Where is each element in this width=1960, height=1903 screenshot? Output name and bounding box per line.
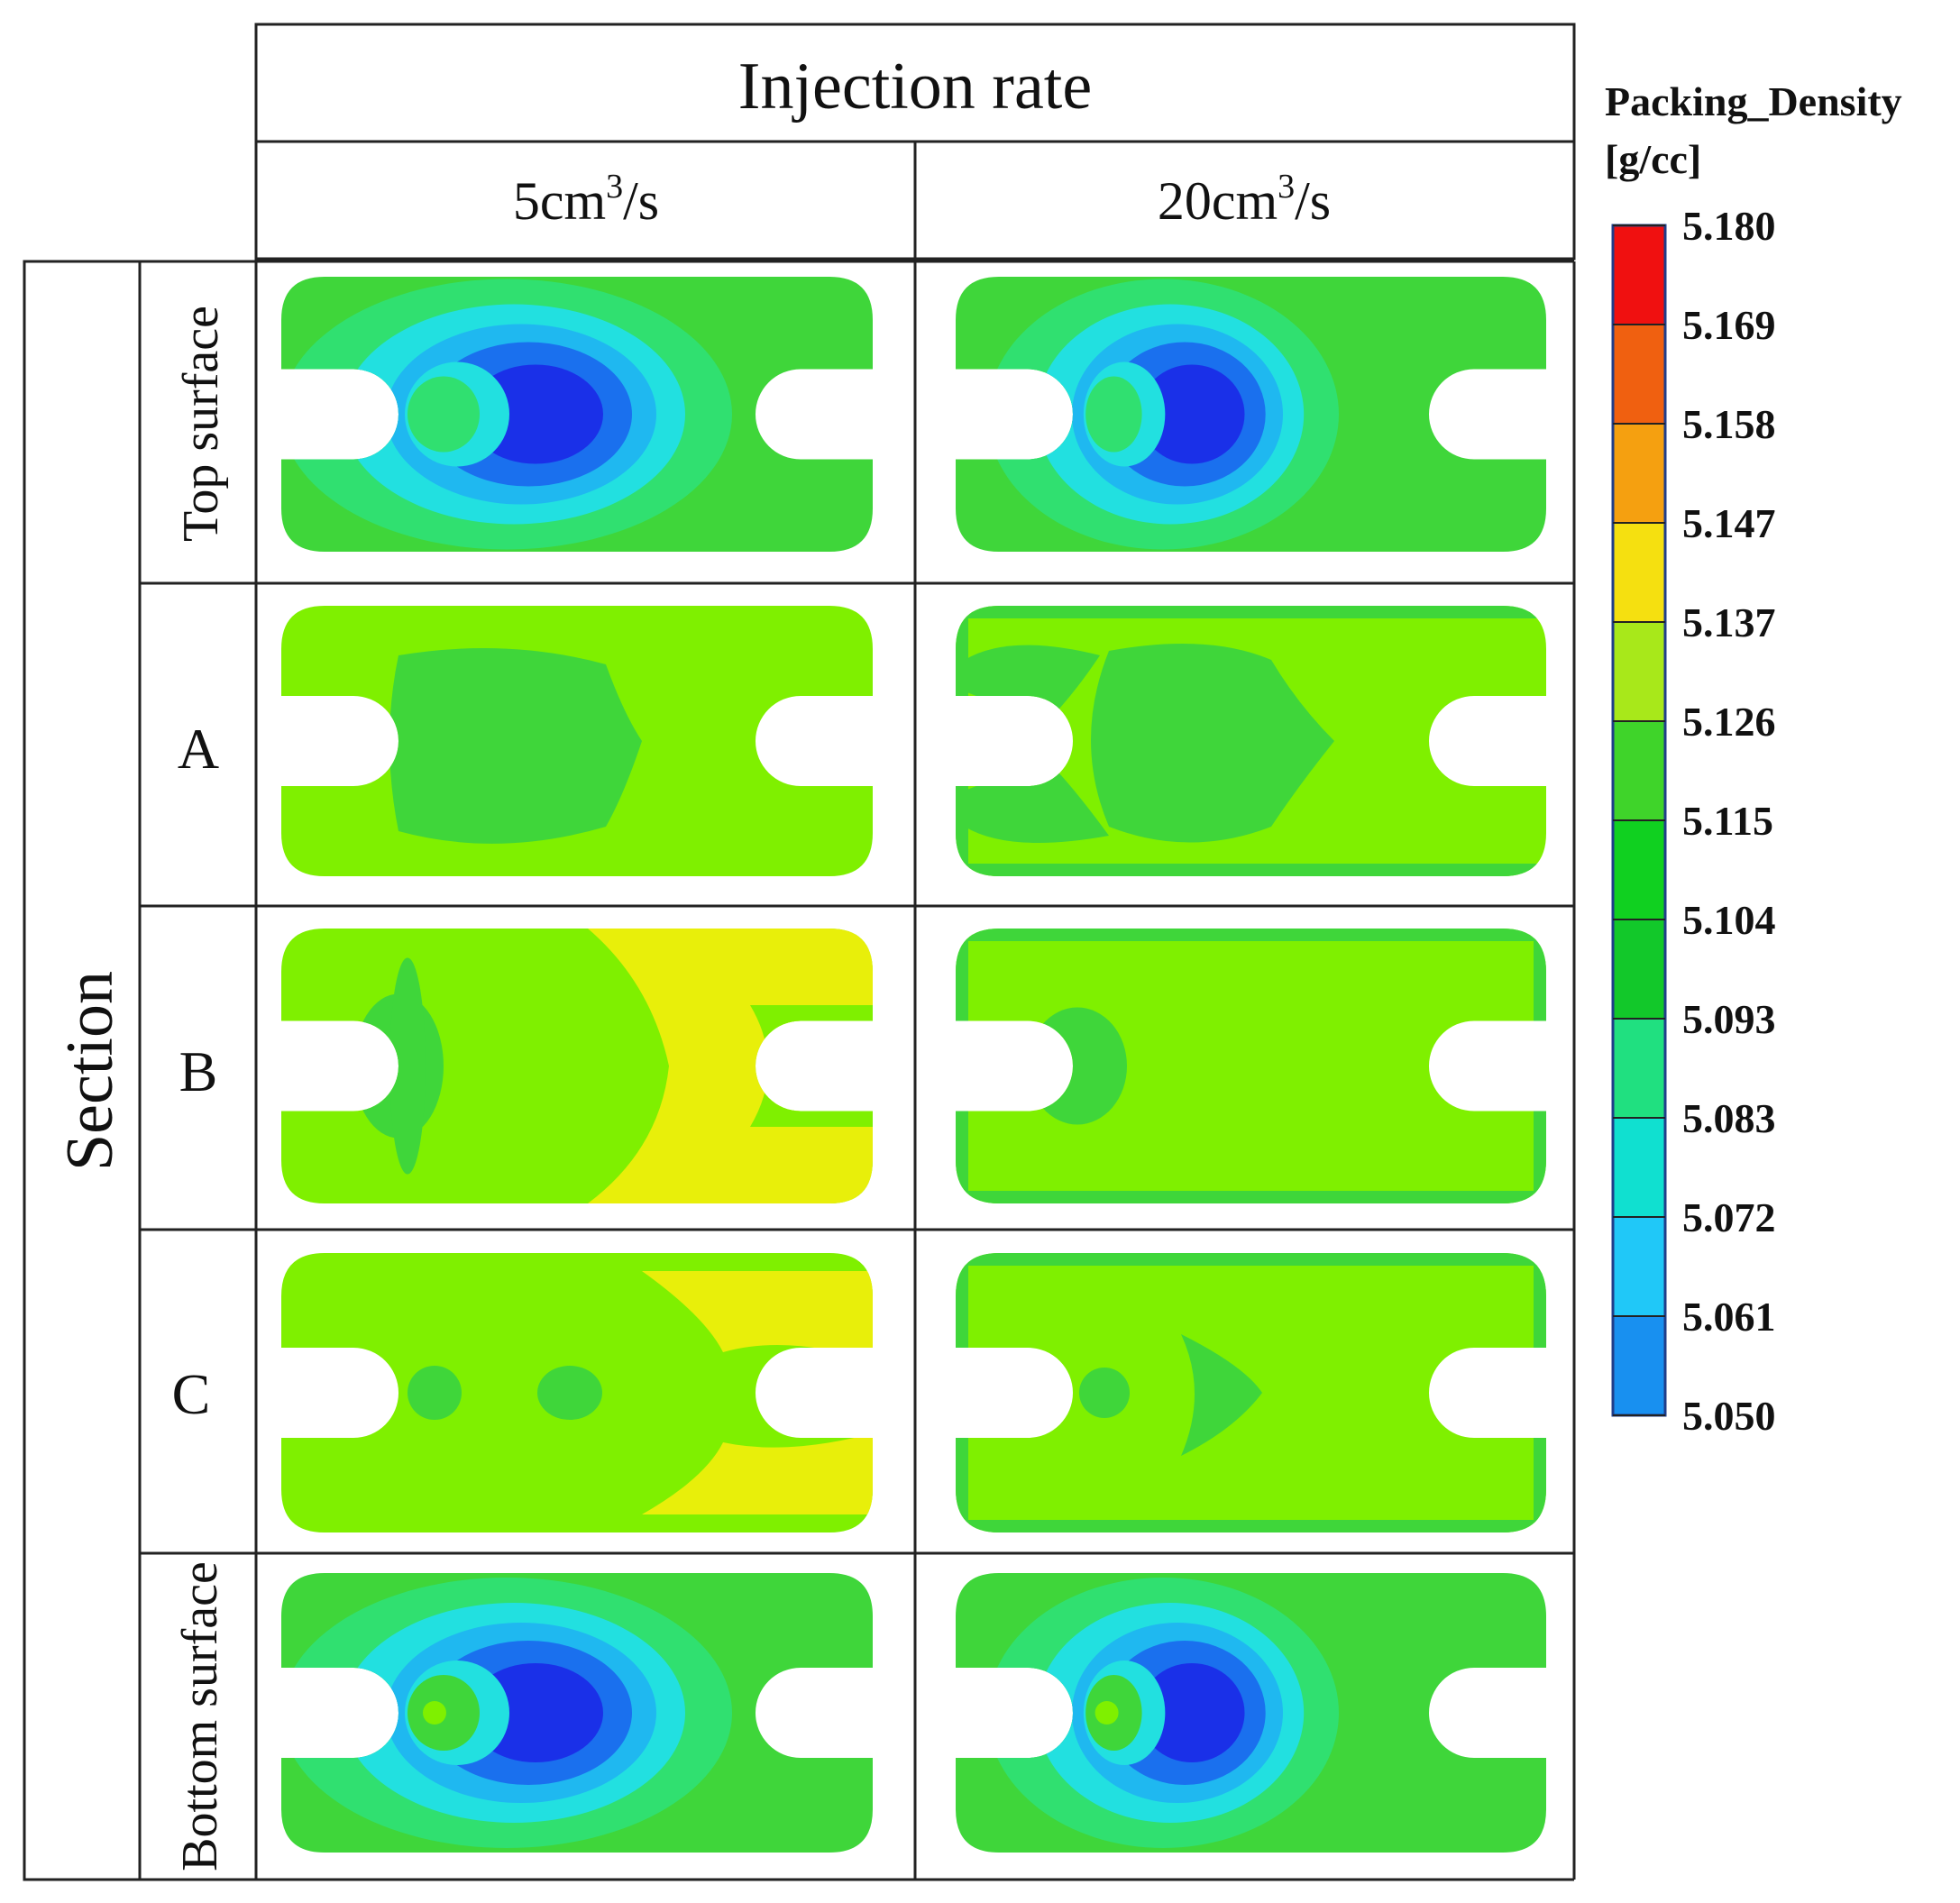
legend-tick-label: 5.169: [1682, 302, 1776, 348]
contour-plot-A5: [281, 606, 873, 876]
legend-color-segment: [1613, 721, 1665, 821]
legend-tick-label: 5.104: [1682, 897, 1776, 943]
column-header-5: 5cm3/s: [513, 168, 659, 231]
row-label-a: A: [178, 717, 219, 781]
legend-color-segment: [1613, 1118, 1665, 1218]
row-label-b: B: [179, 1039, 218, 1103]
legend-color-segment: [1613, 820, 1665, 920]
legend-color-segment: [1613, 1316, 1665, 1416]
row-label-top-surface: Top surface: [173, 306, 229, 542]
contour-band: [389, 957, 426, 1175]
contour-band: [642, 1433, 873, 1514]
contour-plot-surface20: [956, 277, 1546, 552]
legend-tick-label: 5.093: [1682, 996, 1776, 1042]
legend-color-segment: [1613, 225, 1665, 325]
contour-fill: [956, 929, 1546, 1203]
row-label-c: C: [172, 1362, 211, 1426]
contour-band: [389, 648, 642, 844]
legend-color-segment: [1613, 1217, 1665, 1317]
column-header-20-unit: /s: [1295, 171, 1331, 231]
legend-tick-label: 5.180: [1682, 203, 1776, 249]
legend-tick-label: 5.083: [1682, 1095, 1776, 1141]
column-header-20-exp: 3: [1278, 168, 1295, 206]
legend-color-segment: [1613, 919, 1665, 1020]
legend-tick-label: 5.050: [1682, 1393, 1776, 1439]
legend-color-segment: [1613, 424, 1665, 524]
legend-color-segment: [1613, 1019, 1665, 1119]
column-header-20-value: 20cm: [1158, 171, 1278, 231]
contour-band: [423, 1701, 446, 1725]
contour-band: [642, 1271, 873, 1361]
column-header-5-unit: /s: [623, 171, 659, 231]
legend-unit: [g/cc]: [1605, 136, 1701, 182]
legend-colorbar: [1611, 224, 1667, 1417]
contour-plot-bottom20: [956, 1573, 1546, 1853]
header-title: Injection rate: [738, 50, 1092, 124]
column-header-5-value: 5cm: [513, 171, 606, 231]
contour-band: [1079, 1368, 1130, 1418]
contour-band: [588, 929, 873, 1203]
contour-plots: [281, 277, 1546, 1853]
contour-band: [1139, 364, 1245, 464]
contour-band: [1534, 929, 1546, 1203]
legend-color-segment: [1613, 325, 1665, 425]
legend-color-segment: [1613, 622, 1665, 722]
contour-base: [956, 929, 1546, 1203]
color-legend: Packing_Density [g/cc] 5.1805.1695.1585.…: [1605, 78, 1902, 1439]
legend-tick-label: 5.158: [1682, 401, 1776, 447]
contour-band: [1139, 1663, 1245, 1762]
contour-plot-surface5: [281, 277, 873, 552]
column-header-20: 20cm3/s: [1158, 168, 1331, 231]
contour-plot-bottom5: [281, 1573, 873, 1853]
contour-fill: [281, 929, 873, 1203]
contour-fill: [281, 277, 873, 552]
contour-fill: [281, 1573, 873, 1853]
contour-fill: [956, 1253, 1546, 1532]
legend-color-segment: [1613, 523, 1665, 623]
contour-plot-A20: [956, 606, 1546, 876]
legend-tick-label: 5.126: [1682, 699, 1776, 745]
legend-tick-label: 5.137: [1682, 599, 1776, 645]
contour-plot-C5: [281, 1253, 873, 1532]
table-grid: [23, 23, 1576, 1881]
column-header-5-exp: 3: [606, 168, 623, 206]
contour-band: [1094, 1701, 1119, 1725]
contour-band: [537, 1366, 602, 1420]
contour-band: [1181, 1334, 1262, 1456]
contour-band: [1091, 644, 1334, 843]
contour-fill: [281, 1253, 873, 1532]
contour-plot-B5: [281, 929, 873, 1203]
legend-tick-label: 5.115: [1682, 798, 1773, 844]
contour-fill: [956, 606, 1546, 876]
legend-tick-label: 5.072: [1682, 1194, 1776, 1240]
contour-fill: [956, 1573, 1546, 1853]
contour-band: [408, 1366, 462, 1420]
legend-title: Packing_Density: [1605, 78, 1902, 124]
legend-tick-label: 5.147: [1682, 500, 1776, 546]
legend-tick-label: 5.061: [1682, 1294, 1776, 1340]
legend-tick-labels: 5.180 5.169 5.158 5.147 5.137 5.126 5.115 5.104…: [1613, 203, 1776, 1439]
section-label: Section: [53, 971, 127, 1171]
contour-band: [408, 376, 480, 453]
contour-band: [1085, 376, 1142, 453]
contour-fill: [956, 277, 1546, 552]
contour-band: [1028, 1007, 1127, 1125]
contour-plot-C20: [956, 1253, 1546, 1532]
contour-band: [750, 1005, 873, 1127]
contour-fill: [281, 606, 873, 876]
row-label-bottom-surface: Bottom surface: [172, 1561, 228, 1871]
contour-plot-B20: [956, 929, 1546, 1203]
contour-band: [1534, 1253, 1546, 1532]
